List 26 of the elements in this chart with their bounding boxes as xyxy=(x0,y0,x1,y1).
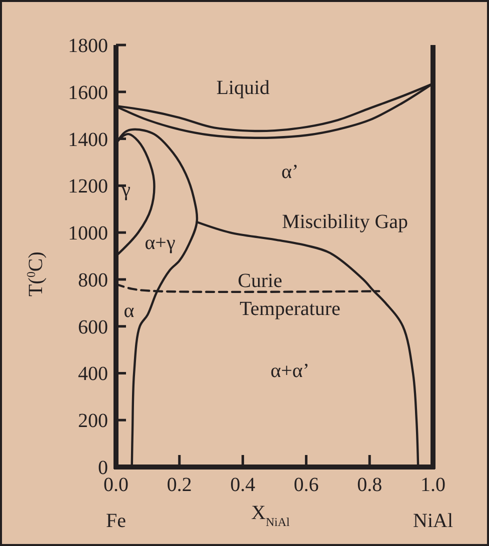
x-tick-label: 1.0 xyxy=(420,474,446,496)
y-tick-label: 1600 xyxy=(68,82,108,104)
x-tick-label: 0.2 xyxy=(166,474,192,496)
annotation: α’ xyxy=(281,161,299,183)
y-tick-label: 600 xyxy=(78,316,108,338)
y-tick-label: 1000 xyxy=(68,222,108,245)
y-tick-label: 1200 xyxy=(68,176,108,198)
annotation: γ xyxy=(120,179,131,201)
x-axis-title: X$_{NiAl}$ xyxy=(251,502,290,529)
annotation: Temperature xyxy=(240,298,340,320)
annotation: Miscibility Gap xyxy=(282,211,408,233)
y-tick-label: 200 xyxy=(78,410,108,432)
y-tick-label: 400 xyxy=(78,363,108,386)
x-tick-label: 0.8 xyxy=(357,474,382,496)
annotation: Liquid xyxy=(216,77,270,99)
text: Fe xyxy=(106,510,126,532)
y-tick-label: 800 xyxy=(78,269,108,292)
text: NiAl xyxy=(413,510,454,532)
x-tick-label: 0.6 xyxy=(294,474,319,496)
annotation: α xyxy=(124,300,135,322)
annotation: α+α’ xyxy=(270,360,310,382)
annotation: Curie xyxy=(238,270,282,292)
annotation: α+γ xyxy=(144,232,176,254)
x-tick-label: 0.4 xyxy=(230,474,256,496)
y-tick-label: 1400 xyxy=(68,128,108,151)
y-tick-label: 1800 xyxy=(68,35,108,57)
